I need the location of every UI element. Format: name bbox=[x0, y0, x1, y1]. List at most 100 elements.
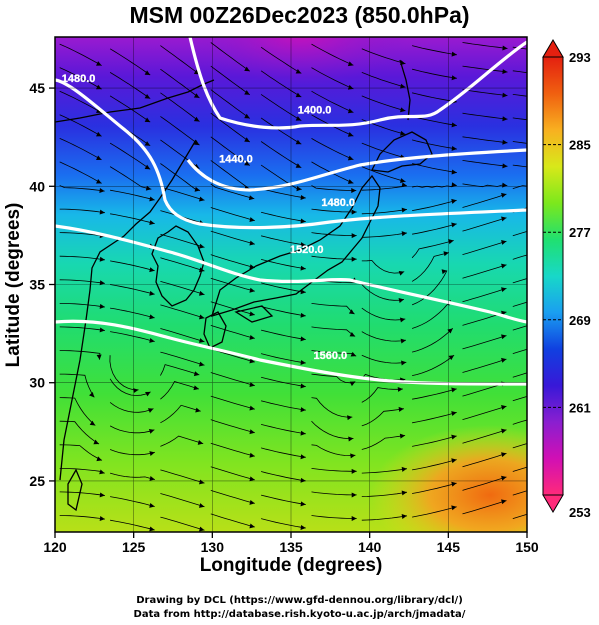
streamline bbox=[160, 516, 205, 531]
streamline bbox=[311, 397, 353, 418]
streamline bbox=[210, 207, 255, 221]
streamline-arrowhead bbox=[350, 453, 356, 459]
streamline bbox=[462, 65, 508, 73]
streamline bbox=[462, 453, 507, 468]
streamline bbox=[412, 116, 457, 126]
streamline-arrowhead bbox=[348, 436, 354, 442]
streamline bbox=[412, 68, 457, 79]
y-tick-label: 40 bbox=[29, 178, 45, 194]
streamline-arrowhead bbox=[448, 355, 455, 361]
contour-1480-west bbox=[55, 224, 527, 324]
streamline bbox=[412, 435, 457, 447]
streamline bbox=[512, 490, 527, 496]
streamline bbox=[160, 45, 200, 75]
streamline bbox=[261, 424, 306, 435]
streamline bbox=[109, 402, 154, 413]
kyushu-coast bbox=[203, 311, 227, 349]
streamline-arrowhead bbox=[347, 179, 354, 184]
contour-1520 bbox=[55, 319, 527, 386]
colorbar-bar bbox=[542, 56, 564, 496]
streamline-arrowhead bbox=[149, 526, 155, 532]
streamline-arrowhead bbox=[199, 361, 205, 367]
streamline-arrowhead bbox=[99, 492, 105, 498]
streamline-arrowhead bbox=[96, 179, 102, 184]
streamline-arrowhead bbox=[133, 388, 139, 394]
streamline bbox=[160, 163, 201, 191]
streamline-arrowhead bbox=[249, 429, 255, 435]
streamline-arrowhead bbox=[300, 336, 306, 342]
streamline-arrowhead bbox=[194, 186, 201, 192]
streamline bbox=[110, 519, 155, 531]
colorbar-ticks: 293 285 277 269 261 253 bbox=[543, 50, 591, 520]
streamline-arrowhead bbox=[451, 198, 457, 204]
streamline bbox=[462, 405, 507, 420]
streamline-arrowhead bbox=[244, 137, 250, 142]
streamline bbox=[59, 350, 101, 360]
streamline-arrowhead bbox=[300, 312, 306, 318]
streamline bbox=[361, 209, 408, 215]
streamline bbox=[261, 329, 306, 340]
x-tick-label: 125 bbox=[122, 539, 146, 555]
streamline-arrowhead bbox=[347, 132, 354, 137]
sakhalin-coast bbox=[399, 59, 411, 121]
contour-label: 1520.0 bbox=[290, 244, 324, 256]
streamline bbox=[110, 260, 155, 272]
streamline bbox=[160, 257, 205, 272]
streamline bbox=[311, 468, 357, 472]
streamline-arrowhead bbox=[149, 290, 155, 296]
streamline bbox=[361, 72, 406, 88]
streamline bbox=[210, 277, 255, 292]
streamline-arrowhead bbox=[149, 314, 155, 320]
streamline-arrowhead bbox=[149, 337, 155, 343]
streamline bbox=[311, 185, 357, 191]
streamline bbox=[210, 395, 255, 410]
streamline bbox=[311, 420, 354, 440]
streamline-arrowhead bbox=[400, 178, 406, 183]
streamline-arrowhead bbox=[296, 186, 302, 192]
streamline bbox=[160, 68, 200, 99]
contour-label: 1440.0 bbox=[219, 154, 253, 166]
streamline-arrowhead bbox=[99, 469, 105, 475]
x-tick-label: 120 bbox=[43, 539, 67, 555]
x-tick-label: 130 bbox=[201, 539, 225, 555]
streamline bbox=[260, 46, 302, 74]
height-contours bbox=[55, 37, 527, 386]
streamline-arrowhead bbox=[99, 303, 105, 309]
streamline bbox=[59, 43, 102, 66]
streamline bbox=[261, 400, 306, 411]
streamline-arrowhead bbox=[199, 314, 205, 320]
streamline-arrowhead bbox=[89, 420, 96, 426]
streamline-arrowhead bbox=[502, 116, 508, 122]
streamline bbox=[512, 164, 527, 168]
contour-1480 bbox=[55, 78, 527, 230]
streamline bbox=[160, 404, 201, 424]
streamline bbox=[210, 466, 255, 481]
contour-labels: 1400.0 1440.0 1480.0 1480.0 1520.0 1560.0 bbox=[62, 73, 356, 362]
streamline-arrowhead bbox=[351, 188, 357, 194]
streamline-arrowhead bbox=[400, 130, 406, 136]
streamline bbox=[411, 240, 454, 259]
streamline bbox=[512, 141, 527, 144]
streamline bbox=[110, 496, 155, 507]
streamline-arrowhead bbox=[401, 514, 407, 519]
streamline bbox=[361, 515, 408, 521]
streamline bbox=[210, 372, 255, 386]
streamline-arrowhead bbox=[351, 233, 357, 239]
streamline-arrowhead bbox=[249, 405, 255, 411]
streamline-arrowhead bbox=[149, 196, 155, 202]
streamline-arrowhead bbox=[501, 499, 507, 505]
streamline bbox=[110, 213, 155, 224]
streamline-arrowhead bbox=[347, 155, 354, 161]
honshu-coast bbox=[211, 174, 381, 317]
streamline bbox=[361, 468, 408, 474]
streamline bbox=[59, 114, 102, 137]
streamline-arrowhead bbox=[249, 217, 255, 222]
streamline-arrowhead bbox=[501, 287, 507, 293]
streamline-arrowhead bbox=[300, 218, 306, 224]
colorbar: 293 285 277 269 261 253 bbox=[542, 39, 591, 520]
x-axis-label: Longitude (degrees) bbox=[199, 555, 383, 576]
data-source-credit: Data from http://database.rish.kyoto-u.a… bbox=[133, 609, 466, 620]
contour-label: 1480.0 bbox=[321, 197, 355, 209]
streamline-arrowhead bbox=[244, 160, 250, 166]
